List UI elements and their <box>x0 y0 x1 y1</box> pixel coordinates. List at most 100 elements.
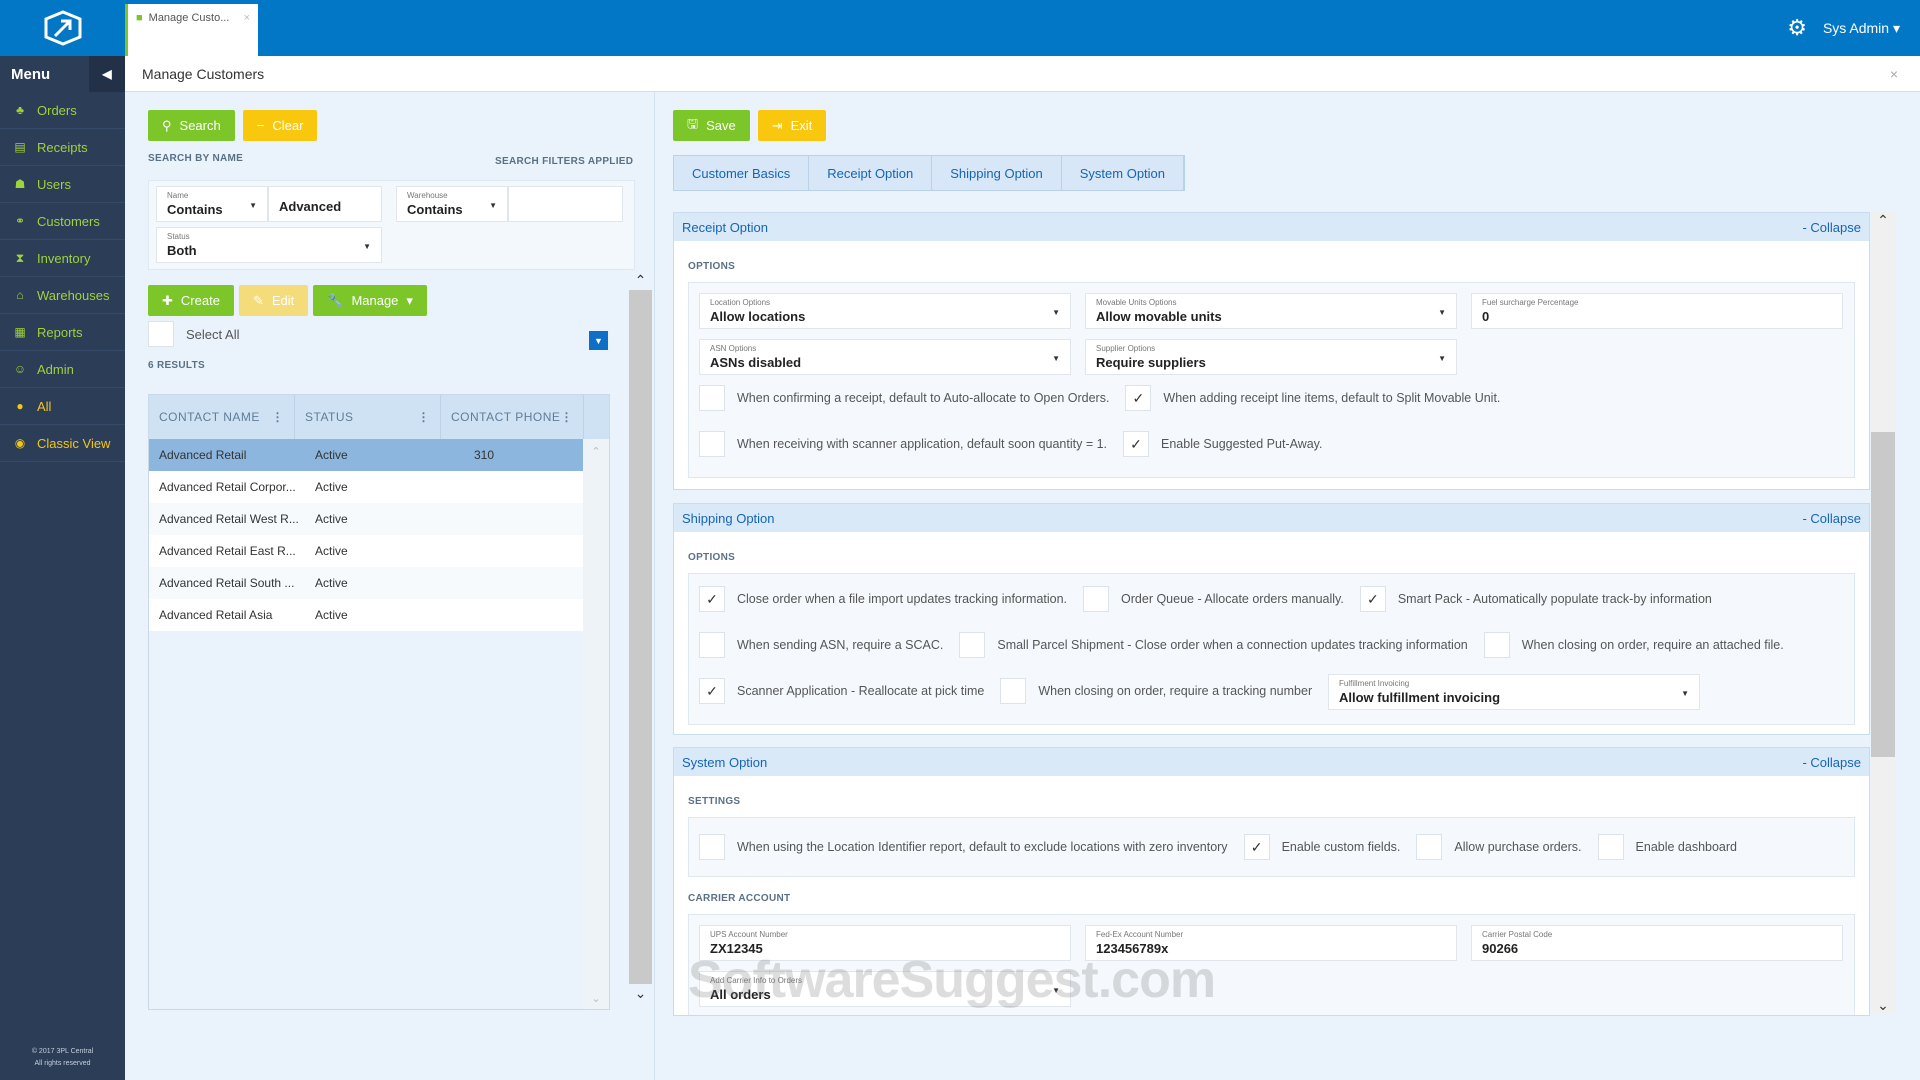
select-all-checkbox[interactable] <box>148 321 174 347</box>
option-item[interactable]: When closing on order, require a trackin… <box>1000 678 1312 704</box>
table-row[interactable]: Advanced Retail West R... Active <box>149 503 584 535</box>
scroll-up-icon[interactable]: ⌃ <box>634 272 647 288</box>
asn-options-select[interactable]: ASN Options ASNs disabled ▼ <box>699 339 1071 375</box>
user-menu[interactable]: Sys Admin ▾ <box>1822 19 1900 36</box>
option-item[interactable]: When receiving with scanner application,… <box>699 431 1107 457</box>
option-item[interactable]: ✓ Enable Suggested Put-Away. <box>1123 431 1322 457</box>
option-item[interactable]: ✓ When adding receipt line items, default… <box>1125 385 1500 411</box>
option-item[interactable]: ✓ Enable custom fields. <box>1243 834 1400 860</box>
collapse-link[interactable]: - Collapse <box>1802 219 1861 235</box>
movable-units-select[interactable]: Movable Units Options Allow movable units… <box>1085 293 1457 329</box>
checkbox[interactable] <box>1000 678 1027 704</box>
checkbox[interactable] <box>699 632 725 658</box>
search-button[interactable]: ⚲ Search <box>148 110 235 141</box>
table-row[interactable]: Advanced Retail Corpor... Active <box>149 471 584 503</box>
name-input[interactable]: Advanced <box>268 186 382 222</box>
sidebar-item-warehouses[interactable]: ⌂ Warehouses <box>0 277 125 314</box>
close-icon[interactable]: × <box>1889 65 1898 82</box>
status-select[interactable]: Status Both ▼ <box>156 227 382 263</box>
search-filters-applied-link[interactable]: SEARCH FILTERS APPLIED <box>495 156 634 167</box>
checkbox[interactable]: ✓ <box>1123 431 1150 457</box>
exit-button[interactable]: ⇥ Exit <box>757 110 827 141</box>
edit-button[interactable]: ✎ Edit <box>238 285 309 316</box>
location-options-select[interactable]: Location Options Allow locations ▼ <box>699 293 1071 329</box>
sidebar-item-classic-view[interactable]: ◉ Classic View <box>0 425 125 462</box>
clear-button[interactable]: − Clear <box>242 110 318 141</box>
tab-system-option[interactable]: System Option <box>1062 156 1185 190</box>
collapse-link[interactable]: - Collapse <box>1802 754 1861 770</box>
tab-customer-basics[interactable]: Customer Basics <box>674 156 810 190</box>
supplier-options-select[interactable]: Supplier Options Require suppliers ▼ <box>1085 339 1457 375</box>
sidebar-item-admin[interactable]: ☺ Admin <box>0 351 125 388</box>
checkbox[interactable]: ✓ <box>699 586 725 612</box>
option-item[interactable]: When sending ASN, require a SCAC. <box>699 632 943 658</box>
sidebar-item-reports[interactable]: ▦ Reports <box>0 314 125 351</box>
tab-shipping-option[interactable]: Shipping Option <box>932 156 1062 190</box>
carrier-postal-code-input[interactable]: Carrier Postal Code 90266 <box>1471 925 1843 961</box>
scroll-down-icon[interactable]: ⌄ <box>1877 997 1889 1013</box>
checkbox[interactable]: ✓ <box>1243 834 1270 860</box>
tab-receipt-option[interactable]: Receipt Option <box>809 156 933 190</box>
option-item[interactable]: Enable dashboard <box>1597 834 1737 860</box>
close-tab-icon[interactable]: × <box>243 12 250 24</box>
option-item[interactable]: Small Parcel Shipment - Close order when… <box>959 632 1468 658</box>
column-menu-icon[interactable]: ⋮ <box>417 410 430 424</box>
table-row[interactable]: Advanced Retail East R... Active <box>149 535 584 567</box>
checkbox[interactable]: ✓ <box>1359 586 1386 612</box>
option-item[interactable]: Allow purchase orders. <box>1416 834 1582 860</box>
checkbox[interactable] <box>1483 632 1510 658</box>
checkbox[interactable] <box>1083 586 1110 612</box>
column-menu-icon[interactable]: ⋮ <box>560 410 573 424</box>
dropdown-toggle-button[interactable]: ▼ <box>589 331 608 350</box>
option-item[interactable]: ✓ Scanner Application - Reallocate at pic… <box>699 678 984 704</box>
option-item[interactable]: Order Queue - Allocate orders manually. <box>1083 586 1344 612</box>
column-header[interactable]: STATUS ⋮ <box>295 395 441 439</box>
scroll-down-icon[interactable]: ⌄ <box>634 985 647 1001</box>
sidebar-item-customers[interactable]: ⚭ Customers <box>0 203 125 240</box>
column-header[interactable]: CONTACT NAME ⋮ <box>149 395 295 439</box>
checkbox[interactable] <box>699 834 725 860</box>
option-item[interactable]: When confirming a receipt, default to Au… <box>699 385 1109 411</box>
checkbox[interactable]: ✓ <box>699 678 725 704</box>
manage-button[interactable]: 🔧 Manage ▾ <box>313 285 427 316</box>
gear-icon[interactable]: ⚙ <box>1787 15 1807 40</box>
option-item[interactable]: ✓ Close order when a file import updates … <box>699 586 1067 612</box>
name-operator-select[interactable]: Name Contains ▼ <box>156 186 268 222</box>
tab-manage-customers[interactable]: ■ Manage Custo... × <box>125 4 258 56</box>
table-row[interactable]: Advanced Retail Asia Active <box>149 599 584 631</box>
scroll-up-icon[interactable]: ⌃ <box>1877 212 1889 228</box>
warehouse-operator-select[interactable]: Warehouse Contains ▼ <box>396 186 508 222</box>
table-row[interactable]: Advanced Retail Active 310 <box>149 439 584 471</box>
checkbox[interactable]: ✓ <box>1125 385 1152 411</box>
checkbox[interactable] <box>1597 834 1624 860</box>
save-button[interactable]: 🖫 Save <box>673 110 750 141</box>
column-menu-icon[interactable]: ⋮ <box>271 410 284 424</box>
table-row[interactable]: Advanced Retail South ... Active <box>149 567 584 599</box>
collapse-link[interactable]: - Collapse <box>1802 510 1861 526</box>
option-item[interactable]: ✓ Smart Pack - Automatically populate tra… <box>1359 586 1712 612</box>
sidebar-item-all[interactable]: ● All <box>0 388 125 425</box>
checkbox[interactable] <box>699 431 725 457</box>
create-button[interactable]: ✚ Create <box>148 285 234 316</box>
checkbox[interactable] <box>959 632 986 658</box>
checkbox[interactable] <box>1416 834 1443 860</box>
fuel-surcharge-input[interactable]: Fuel surcharge Percentage 0 <box>1471 293 1843 329</box>
table-scrollbar[interactable]: ⌃ ⌄ <box>583 439 609 1009</box>
fulfillment-invoicing-select[interactable]: Fulfillment Invoicing Allow fulfillment i… <box>1328 674 1700 710</box>
sidebar-item-inventory[interactable]: ⧗ Inventory <box>0 240 125 277</box>
sidebar-item-orders[interactable]: ♣ Orders <box>0 92 125 129</box>
column-header[interactable]: CONTACT PHONE ⋮ <box>441 395 584 439</box>
logo[interactable] <box>0 0 125 56</box>
right-scrollbar[interactable]: ⌃ ⌄ <box>1871 212 1895 1014</box>
fedex-account-input[interactable]: Fed-Ex Account Number 123456789x <box>1085 925 1457 961</box>
collapse-menu-button[interactable]: ◀ <box>89 56 125 92</box>
warehouse-input[interactable] <box>508 186 623 222</box>
left-panel-scrollbar[interactable] <box>629 290 652 984</box>
checkbox[interactable] <box>699 385 725 411</box>
scrollbar-thumb[interactable] <box>1871 432 1895 757</box>
ups-account-input[interactable]: UPS Account Number ZX12345 <box>699 925 1071 961</box>
sidebar-item-users[interactable]: ☗ Users <box>0 166 125 203</box>
option-item[interactable]: When using the Location Identifier repor… <box>699 834 1228 860</box>
option-item[interactable]: When closing on order, require an attach… <box>1483 632 1784 658</box>
carrier-info-select[interactable]: Add Carrier Info to Orders All orders ▼ <box>699 971 1071 1007</box>
